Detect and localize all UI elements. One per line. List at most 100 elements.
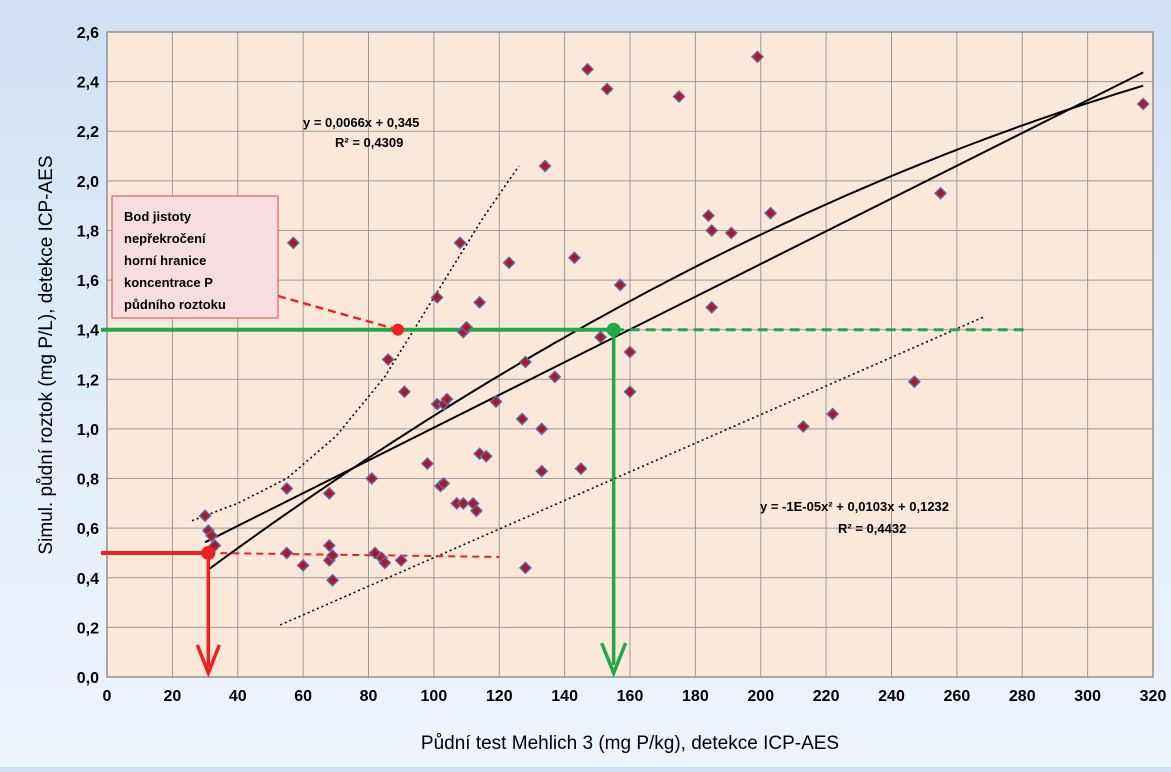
red-down-arrow (195, 644, 221, 678)
data-point (574, 462, 588, 476)
data-point (378, 556, 392, 570)
y-tick-label: 0,6 (77, 521, 99, 538)
x-axis-title: Půdní test Mehlich 3 (mg P/kg), detekce … (421, 733, 839, 754)
y-tick-label: 1,6 (77, 273, 99, 290)
tick-labels: 0 20 40 60 80 100 120 140 160 180 200 220 240 260 280 3… (77, 25, 1167, 705)
data-point (567, 251, 581, 265)
data-point (538, 159, 552, 173)
callout-line-1: Bod jistoty (124, 209, 192, 224)
x-tick-label: 40 (229, 688, 247, 705)
data-point (286, 236, 300, 250)
x-tick-label: 0 (103, 688, 112, 705)
data-point (934, 186, 948, 200)
data-point (750, 50, 764, 64)
data-point (365, 472, 379, 486)
data-point (705, 300, 719, 314)
quadratic-r2: R² = 0,4432 (838, 521, 906, 536)
callout-line-5: půdního roztoku (124, 297, 226, 312)
green-marker-point (606, 322, 621, 337)
data-point (826, 407, 840, 421)
data-point (420, 457, 434, 471)
x-tick-label: 100 (421, 688, 448, 705)
y-tick-label: 2,0 (77, 174, 99, 191)
y-tick-label: 2,2 (77, 124, 99, 141)
callout-line-4: koncentrace P (124, 275, 213, 290)
upper-confidence-curve (191, 165, 520, 522)
data-point (764, 206, 778, 220)
data-point (280, 546, 294, 560)
y-tick-label: 0,8 (77, 472, 99, 489)
quadratic-equation: y = -1E-05x² + 0,0103x + 0,1232 (760, 499, 949, 514)
data-point (548, 370, 562, 384)
y-tick-label: 2,6 (77, 25, 99, 42)
data-point (535, 422, 549, 436)
data-point (1136, 97, 1150, 111)
x-tick-label: 280 (1009, 688, 1036, 705)
y-tick-label: 0,2 (77, 620, 99, 637)
data-point (326, 573, 340, 587)
data-point (368, 546, 382, 560)
data-point (623, 345, 637, 359)
data-point (473, 295, 487, 309)
data-point (489, 395, 503, 409)
x-tick-label: 260 (944, 688, 971, 705)
y-tick-label: 1,4 (77, 323, 99, 340)
callout-line-2: nepřekročení (124, 231, 206, 246)
y-tick-label: 2,4 (77, 75, 99, 92)
data-point (198, 509, 212, 523)
x-tick-label: 200 (747, 688, 774, 705)
x-tick-label: 300 (1074, 688, 1101, 705)
data-point (907, 375, 921, 389)
y-tick-label: 0,0 (77, 670, 99, 687)
y-tick-label: 1,8 (77, 223, 99, 240)
x-tick-label: 140 (551, 688, 578, 705)
x-tick-label: 180 (682, 688, 709, 705)
y-axis-title: Simul. půdní roztok (mg P/L), detekce IC… (36, 155, 57, 554)
guide-lines (101, 294, 1029, 678)
red-callout-point (391, 323, 404, 336)
callout-line-3: horní hranice (124, 253, 206, 268)
data-point (515, 412, 529, 426)
data-point (701, 209, 715, 223)
x-tick-label: 320 (1140, 688, 1167, 705)
data-point (502, 256, 516, 270)
data-point (460, 320, 474, 334)
data-point (724, 226, 738, 240)
data-point (326, 548, 340, 562)
data-point (205, 529, 219, 543)
data-point (518, 561, 532, 575)
data-point (473, 447, 487, 461)
data-point (397, 385, 411, 399)
data-point (479, 449, 493, 463)
y-tick-label: 1,2 (77, 372, 99, 389)
data-point (440, 392, 454, 406)
x-tick-label: 160 (617, 688, 644, 705)
data-point (430, 290, 444, 304)
data-point (280, 481, 294, 495)
data-point (705, 223, 719, 237)
callout-box (111, 195, 279, 319)
green-down-arrow (600, 642, 628, 678)
fit-lines (191, 71, 1144, 626)
data-point (453, 236, 467, 250)
callout-connector (277, 294, 399, 331)
data-point (456, 496, 470, 510)
data-point (394, 553, 408, 567)
x-tick-label: 20 (163, 688, 181, 705)
linear-equation: y = 0,0066x + 0,345 (303, 115, 419, 130)
x-tick-label: 120 (486, 688, 513, 705)
data-point (796, 419, 810, 433)
data-point (623, 385, 637, 399)
x-tick-label: 80 (360, 688, 378, 705)
data-points (198, 50, 1150, 587)
x-tick-label: 60 (294, 688, 312, 705)
data-point (594, 330, 608, 344)
red-marker-point (201, 545, 216, 560)
data-point (581, 62, 594, 76)
linear-r2: R² = 0,4309 (335, 135, 403, 150)
data-point (469, 504, 483, 518)
data-point (296, 558, 310, 572)
y-tick-label: 1,0 (77, 422, 99, 439)
